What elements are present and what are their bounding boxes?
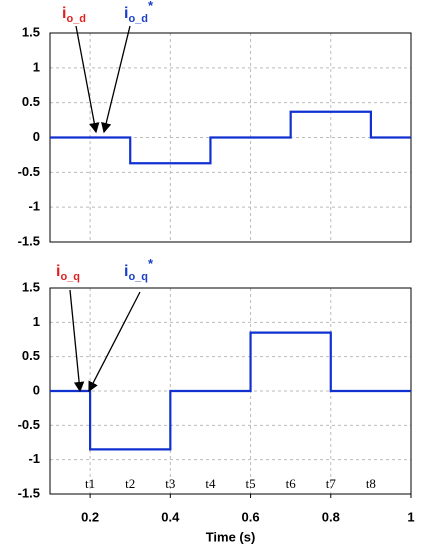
y-tick-label: -1.5	[18, 485, 40, 500]
annotation-base: i	[56, 263, 60, 280]
annotation-sup: *	[148, 256, 154, 271]
time-marker: t4	[205, 476, 216, 491]
y-tick-label: 1	[33, 314, 40, 329]
x-tick-label: 0.4	[161, 509, 180, 524]
x-axis-label: Time (s)	[206, 529, 256, 544]
time-marker: t2	[125, 476, 135, 491]
x-tick-label: 1	[407, 509, 414, 524]
data-line	[50, 331, 411, 451]
y-tick-label: -1	[28, 199, 40, 214]
y-tick-label: 0	[33, 382, 40, 397]
y-tick-label: 1	[33, 59, 40, 74]
annotation: io_q*	[124, 256, 154, 282]
time-marker: t6	[286, 476, 297, 491]
time-marker: t1	[85, 476, 95, 491]
y-tick-label: 0	[33, 129, 40, 144]
y-tick-label: -0.5	[18, 164, 40, 179]
data-line	[50, 110, 411, 165]
annotation: io_d	[62, 5, 86, 25]
time-marker: t7	[326, 476, 337, 491]
annotation-base: i	[62, 5, 66, 22]
arrow	[75, 25, 100, 134]
y-tick-label: -1.5	[18, 233, 40, 248]
annotation-base: i	[124, 5, 128, 22]
x-tick-label: 0.2	[81, 509, 99, 524]
time-marker: t5	[245, 476, 255, 491]
x-tick-label: 0.6	[242, 509, 260, 524]
annotation-base: i	[124, 263, 128, 280]
arrow	[69, 289, 85, 393]
annotation-sub: o_d	[66, 13, 86, 25]
y-tick-label: 0.5	[22, 348, 40, 363]
y-tick-label: 1.5	[22, 279, 40, 294]
annotation-sup: *	[148, 0, 154, 13]
arrows	[69, 25, 141, 393]
y-tick-label: -1	[28, 451, 40, 466]
time-marker: t3	[165, 476, 175, 491]
x-tick-label: 0.8	[322, 509, 340, 524]
annotation: io_q	[56, 263, 80, 283]
annotation-sub: o_d	[128, 13, 148, 25]
y-tick-label: 1.5	[22, 24, 40, 39]
annotation-sub: o_q	[128, 271, 148, 283]
arrow	[101, 25, 131, 134]
annotation: io_d*	[124, 0, 154, 25]
arrow	[88, 291, 141, 393]
time-marker: t8	[366, 476, 376, 491]
y-tick-label: 0.5	[22, 94, 40, 109]
y-tick-label: -0.5	[18, 417, 40, 432]
annotation-sub: o_q	[60, 271, 80, 283]
